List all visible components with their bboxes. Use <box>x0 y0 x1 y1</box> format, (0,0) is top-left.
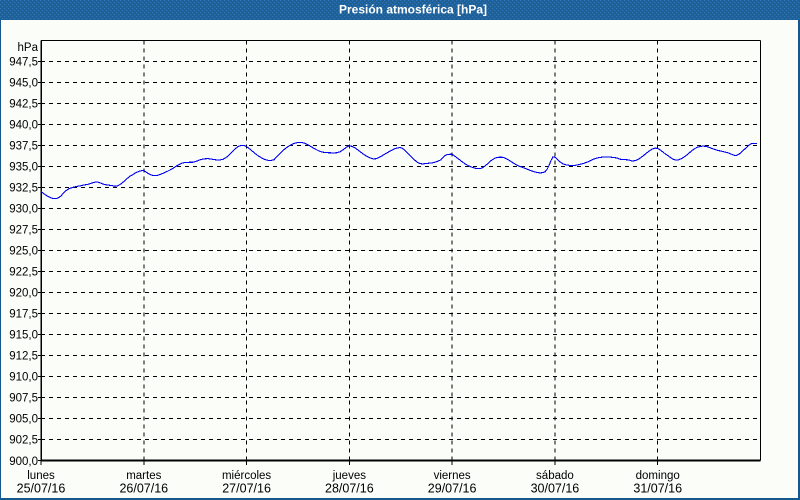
svg-text:922,5: 922,5 <box>9 267 38 279</box>
svg-text:900,0: 900,0 <box>9 456 38 468</box>
svg-text:lunes: lunes <box>27 470 55 482</box>
svg-text:jueves: jueves <box>332 470 366 482</box>
svg-text:sábado: sábado <box>536 470 574 482</box>
svg-text:942,5: 942,5 <box>9 99 38 111</box>
svg-text:hPa: hPa <box>18 42 39 54</box>
svg-text:27/07/16: 27/07/16 <box>222 482 271 496</box>
svg-text:905,0: 905,0 <box>9 414 38 426</box>
svg-text:domingo: domingo <box>636 470 680 482</box>
svg-text:907,5: 907,5 <box>9 393 38 405</box>
svg-text:martes: martes <box>126 470 161 482</box>
svg-text:912,5: 912,5 <box>9 351 38 363</box>
svg-text:902,5: 902,5 <box>9 435 38 447</box>
svg-text:25/07/16: 25/07/16 <box>17 482 66 496</box>
svg-text:miércoles: miércoles <box>222 470 271 482</box>
svg-text:935,0: 935,0 <box>9 162 38 174</box>
svg-text:26/07/16: 26/07/16 <box>119 482 168 496</box>
svg-text:28/07/16: 28/07/16 <box>325 482 374 496</box>
svg-text:31/07/16: 31/07/16 <box>633 482 682 496</box>
svg-text:29/07/16: 29/07/16 <box>428 482 477 496</box>
svg-text:917,5: 917,5 <box>9 309 38 321</box>
svg-text:Presión atmosférica [hPa]: Presión atmosférica [hPa] <box>339 3 487 17</box>
svg-text:910,0: 910,0 <box>9 372 38 384</box>
svg-text:920,0: 920,0 <box>9 288 38 300</box>
svg-text:30/07/16: 30/07/16 <box>531 482 580 496</box>
svg-text:932,5: 932,5 <box>9 183 38 195</box>
svg-text:915,0: 915,0 <box>9 330 38 342</box>
svg-text:940,0: 940,0 <box>9 120 38 132</box>
svg-text:930,0: 930,0 <box>9 204 38 216</box>
svg-text:925,0: 925,0 <box>9 246 38 258</box>
svg-text:viernes: viernes <box>434 470 471 482</box>
svg-text:927,5: 927,5 <box>9 225 38 237</box>
svg-text:945,0: 945,0 <box>9 78 38 90</box>
svg-text:937,5: 937,5 <box>9 141 38 153</box>
svg-text:947,5: 947,5 <box>9 57 38 69</box>
